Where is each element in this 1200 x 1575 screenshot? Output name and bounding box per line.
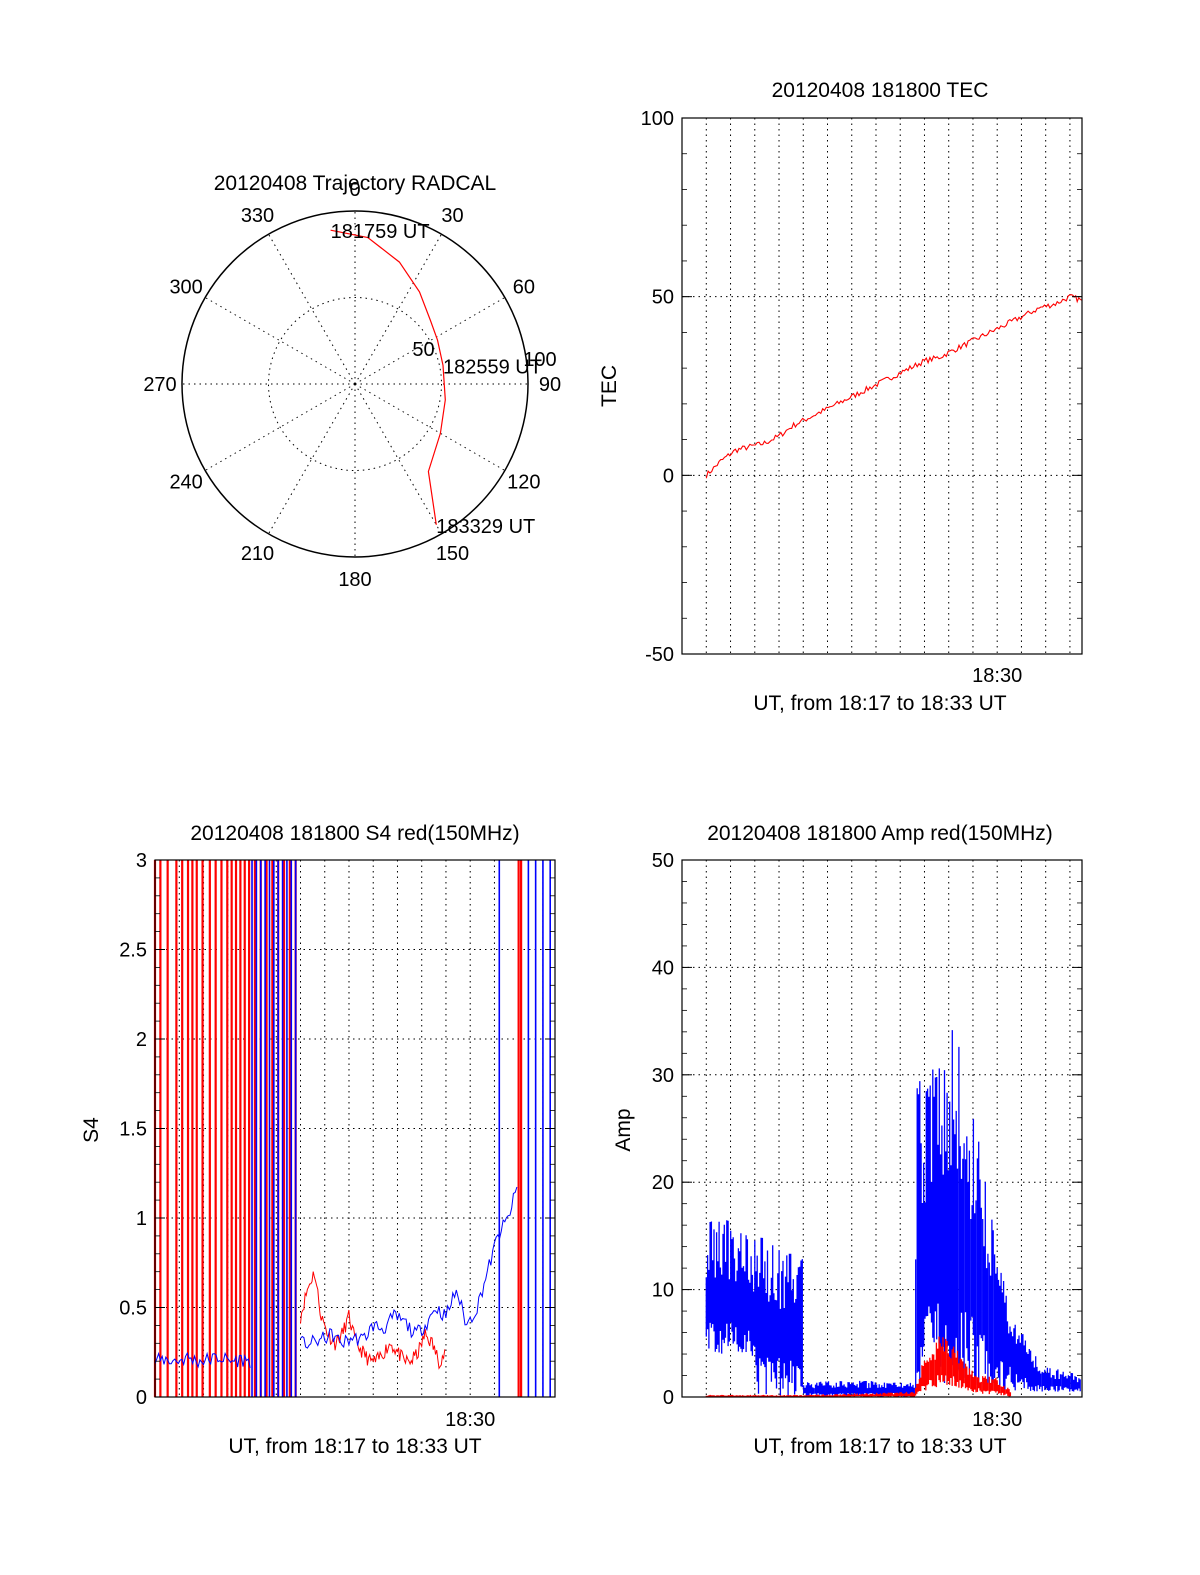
tec-x-axis-label: UT, from 18:17 to 18:33 UT (753, 692, 1006, 715)
polar-angle-label: 0 (349, 179, 360, 201)
amp-y-ticks: 0 10 20 30 40 50 (652, 850, 1082, 1409)
polar-spoke (354, 233, 442, 385)
trajectory-polar-panel: 20120408 Trajectory RADCAL 0 30 60 90 120 150… (143, 172, 561, 591)
tec-title: 20120408 181800 TEC (772, 79, 989, 102)
polar-spoke (354, 297, 506, 385)
polar-inner-circle (268, 297, 442, 471)
polar-angle-label: 300 (169, 277, 202, 299)
blue-s4-line (300, 1186, 518, 1349)
y-tick-label: 40 (652, 957, 674, 979)
red-s4-line (300, 1271, 446, 1370)
trajectory-time-label: 183329 UT (436, 516, 535, 538)
tec-y-ticks: -50 0 50 100 (641, 108, 1082, 666)
s4-x-tick-label: 18:30 (445, 1409, 495, 1431)
polar-angle-label: 60 (513, 277, 535, 299)
amp-panel: 20120408 181800 Amp red(150MHz) 0 10 20 30 4… (612, 822, 1083, 1458)
y-tick-label: 2 (136, 1029, 147, 1051)
y-tick-label: 0.5 (119, 1298, 147, 1320)
s4-y-axis-label: S4 (80, 1117, 103, 1143)
blue-s4-line (154, 1351, 251, 1369)
polar-angle-label: 240 (169, 472, 202, 494)
s4-series (153, 860, 552, 1397)
amp-series (705, 1030, 1081, 1397)
y-tick-label: 50 (652, 850, 674, 872)
trajectory-time-label: 181759 UT (331, 221, 430, 243)
polar-angle-label: 210 (241, 543, 274, 565)
y-tick-label: 1.5 (119, 1119, 147, 1141)
amp-x-tick-label: 18:30 (972, 1409, 1022, 1431)
y-tick-label: 2.5 (119, 940, 147, 962)
blue-amp-trace (705, 1030, 1081, 1397)
tec-series (705, 294, 1082, 479)
polar-spoke (268, 383, 356, 535)
polar-spoke (204, 297, 356, 385)
trajectory-series (330, 229, 446, 525)
polar-angle-label: 330 (241, 205, 274, 227)
polar-spoke (268, 233, 356, 385)
y-tick-label: 0 (663, 465, 674, 487)
tec-x-tick-label: 18:30 (972, 665, 1022, 687)
amp-x-axis-label: UT, from 18:17 to 18:33 UT (753, 1435, 1006, 1458)
y-tick-label: 0 (136, 1387, 147, 1409)
y-tick-label: 50 (652, 287, 674, 309)
polar-spoke (354, 383, 442, 535)
trajectory-time-label: 182559 UT (443, 356, 542, 378)
tec-y-axis-label: TEC (598, 365, 621, 407)
tec-frame (681, 117, 1083, 655)
y-tick-label: 3 (136, 850, 147, 872)
amp-y-axis-label: Amp (612, 1108, 635, 1151)
s4-title: 20120408 181800 S4 red(150MHz) (190, 822, 519, 845)
s4-x-axis-label: UT, from 18:17 to 18:33 UT (228, 1435, 481, 1458)
polar-spoke (354, 383, 506, 471)
y-tick-label: 100 (641, 108, 674, 130)
polar-radius-label: 50 (412, 339, 434, 361)
s4-panel: 20120408 181800 S4 red(150MHz) 0 0.5 1 1.5 2… (80, 822, 556, 1458)
polar-angle-label: 270 (143, 374, 176, 396)
polar-angle-label: 30 (441, 205, 463, 227)
y-tick-label: 20 (652, 1172, 674, 1194)
s4-y-ticks: 0 0.5 1 1.5 2 2.5 3 (119, 850, 555, 1409)
y-tick-label: -50 (645, 644, 674, 666)
amp-title: 20120408 181800 Amp red(150MHz) (707, 822, 1053, 845)
y-tick-label: 10 (652, 1280, 674, 1302)
amp-frame (681, 859, 1083, 1398)
red-amp-trace (705, 1336, 1012, 1397)
polar-angle-label: 150 (436, 543, 469, 565)
polar-grid (181, 210, 529, 558)
polar-angle-label: 120 (507, 472, 540, 494)
polar-outer-circle (181, 210, 529, 558)
trajectory-line (330, 229, 446, 525)
polar-radius-label: 100 (523, 349, 556, 371)
y-tick-label: 1 (136, 1208, 147, 1230)
polar-angle-label: 90 (539, 374, 561, 396)
tec-line (705, 294, 1082, 479)
polar-spoke (204, 383, 356, 471)
tec-panel: 20120408 181800 TEC -50 0 50 100 18:30 UT, … (598, 79, 1083, 715)
y-tick-label: 30 (652, 1065, 674, 1087)
polar-angle-labels: 0 30 60 90 120 150 180 210 240 270 300 330 50 100 (143, 179, 561, 591)
polar-angle-label: 180 (338, 569, 371, 591)
trajectory-annotations: 181759 UT 182559 UT 183329 UT (331, 221, 542, 538)
trajectory-title: 20120408 Trajectory RADCAL (214, 172, 497, 195)
tec-grid (682, 118, 1082, 654)
y-tick-label: 0 (663, 1387, 674, 1409)
